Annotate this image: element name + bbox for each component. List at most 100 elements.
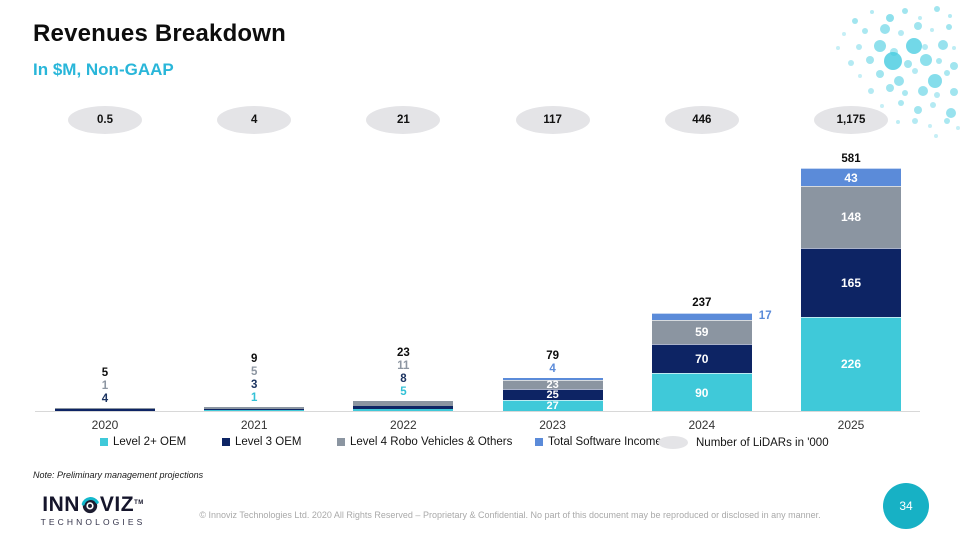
legend-swatch-icon — [100, 438, 108, 446]
legend-label: Number of LiDARs in '000 — [696, 436, 829, 449]
bar-value-label: 5 — [400, 385, 407, 398]
bar-segment: 43 — [801, 168, 901, 186]
logo-text-right: VIZ — [99, 493, 135, 516]
x-axis-label-2024: 2024 — [688, 418, 716, 432]
segment-value-label: 27 — [546, 399, 559, 412]
legend-swatch-icon — [535, 438, 543, 446]
copyright-text: © Innoviz Technologies Ltd. 2020 All Rig… — [199, 510, 821, 520]
legend-swatch-icon — [337, 438, 345, 446]
lidar-count-ellipse: 117 — [515, 106, 590, 134]
bar-value-label: 8 — [400, 372, 407, 385]
segment-value-label: 25 — [546, 389, 559, 402]
legend-swatch-icon — [222, 438, 230, 446]
bar-outside-labels: 79 4 — [518, 350, 588, 376]
bar-segment — [502, 378, 603, 380]
bar-segment: 27 — [502, 399, 603, 412]
bar-value-label: 4 — [549, 363, 556, 376]
segment-value-label: 165 — [840, 275, 862, 290]
lidar-count-ellipse: 1,175 — [814, 106, 888, 134]
logo-technologies-text: TECHNOLOGIES — [40, 517, 146, 527]
bar-segment: 165 — [801, 247, 901, 317]
x-axis-label-2021: 2021 — [240, 418, 268, 432]
bar-value-label: 1 — [250, 391, 258, 404]
legend-item-total-software-income: Total Software Income — [535, 436, 662, 448]
bar-segment — [651, 312, 752, 320]
innoviz-logo: INN VIZ TM TECHNOLOGIES — [33, 494, 153, 528]
stacked-bar-2020 — [55, 408, 155, 411]
bar-value-label: 4 — [101, 393, 109, 406]
bar-segment: 226 — [801, 316, 901, 411]
bar-value-label: 79 — [546, 350, 559, 363]
x-axis-label-2020: 2020 — [91, 418, 119, 432]
legend-label: Level 4 Robo Vehicles & Others — [350, 436, 513, 448]
x-axis-label-2022: 2022 — [390, 418, 417, 432]
bar-segment — [353, 408, 454, 411]
logo-trademark: TM — [134, 500, 144, 506]
legend-item-level-2-oem: Level 2+ OEM — [100, 436, 186, 448]
segment-value-label: 59 — [695, 325, 709, 340]
bar-outside-labels: 581 — [816, 153, 886, 166]
bar-value-label: 23 — [396, 346, 410, 359]
x-axis-line — [35, 411, 920, 412]
slide-title: Revenues Breakdown — [33, 20, 287, 47]
stacked-bar-2023: 27 25 23 — [502, 378, 603, 412]
stacked-bar-2024: 90 70 59 — [651, 312, 752, 411]
segment-value-label: 23 — [546, 379, 559, 391]
bar-segment — [204, 410, 305, 411]
page-number-badge: 34 — [883, 483, 929, 529]
stacked-bar-2021 — [204, 406, 305, 411]
bar-outside-labels: 237 — [667, 297, 737, 310]
slide-subtitle: In $M, Non-GAAP — [33, 60, 174, 79]
bar-value-label: 5 — [250, 365, 258, 378]
bar-segment: 59 — [651, 319, 752, 345]
bar-value-label: 5 — [101, 367, 109, 380]
bar-segment: 25 — [502, 389, 603, 402]
lidar-count-ellipse: 446 — [664, 106, 739, 134]
x-axis-label-2025: 2025 — [837, 418, 865, 432]
bar-value-label: 9 — [250, 352, 258, 365]
bar-segment — [353, 405, 454, 409]
logo-text-left: INN — [42, 493, 80, 516]
bar-segment: 90 — [651, 373, 752, 411]
innoviz-logo-wordmark: INN VIZ TM — [33, 494, 153, 516]
stacked-bar-2025: 226 165 148 43 — [801, 168, 901, 411]
legend-item-level-3-oem: Level 3 OEM — [222, 436, 301, 448]
page-number: 34 — [899, 499, 913, 513]
bar-segment: 148 — [801, 186, 901, 248]
bar-segment: 70 — [651, 344, 752, 374]
stacked-bar-2022 — [353, 401, 454, 411]
footnote: Note: Preliminary management projections — [33, 470, 204, 480]
segment-value-label: 70 — [695, 352, 709, 367]
bar-value-label: 1 — [101, 380, 109, 393]
bar-segment — [353, 401, 454, 406]
legend-label: Level 3 OEM — [235, 436, 302, 448]
bar-segment — [55, 409, 155, 411]
legend-ellipse-icon — [658, 436, 688, 449]
legend-item-number-of-lidars: Number of LiDARs in '000 — [658, 436, 829, 449]
lidar-count-ellipse: 4 — [217, 106, 292, 134]
innoviz-eye-icon — [81, 496, 99, 514]
bar-segment — [55, 408, 155, 410]
bar-outside-labels: 23 11 8 5 — [368, 347, 438, 399]
x-axis-label-2023: 2023 — [539, 418, 566, 432]
bar-value-label: 581 — [841, 153, 861, 166]
segment-value-label: 148 — [840, 210, 862, 225]
lidar-count-ellipse: 0.5 — [68, 106, 142, 134]
legend-label: Level 2+ OEM — [113, 436, 187, 448]
bar-value-label: 11 — [397, 359, 410, 372]
legend-label: Total Software Income — [548, 436, 662, 448]
segment-value-label: 43 — [844, 170, 858, 185]
legend-item-level-4-robo-vehicles-others: Level 4 Robo Vehicles & Others — [337, 436, 512, 448]
bar-value-label: 3 — [250, 378, 258, 391]
segment-value-label: 226 — [840, 357, 862, 372]
bar-segment: 23 — [502, 379, 603, 391]
bar-value-label: 237 — [692, 297, 712, 310]
bar-segment — [204, 408, 305, 410]
bar-segment — [204, 406, 305, 409]
segment-side-label: 17 — [758, 309, 772, 322]
segment-value-label: 90 — [695, 385, 709, 400]
